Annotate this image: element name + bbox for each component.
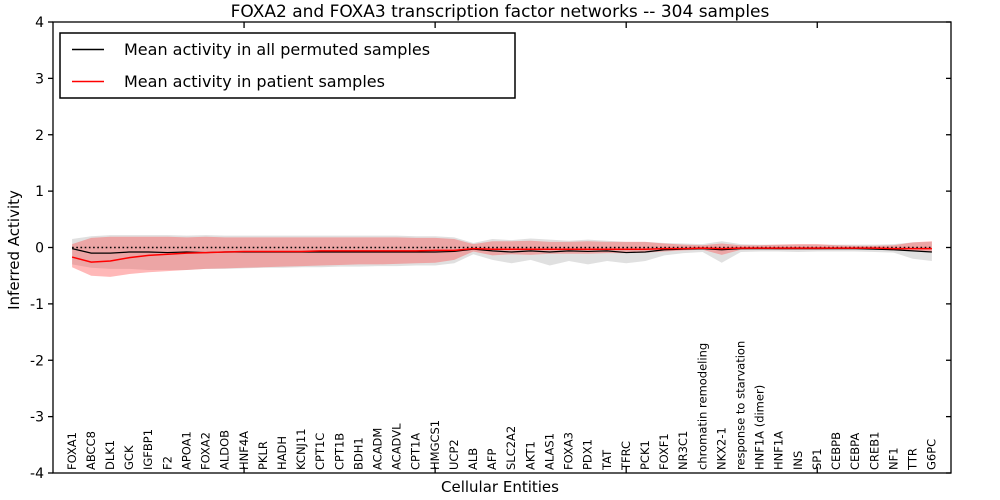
- patient-mean-line: [71, 247, 932, 263]
- category-label: G6PC: [925, 439, 939, 470]
- category-label: CREB1: [867, 432, 881, 471]
- category-label: IGFBP1: [141, 429, 155, 470]
- permuted-samples-band: [72, 235, 932, 271]
- y-tick-label: 1: [35, 184, 44, 200]
- category-label: BDH1: [351, 437, 365, 470]
- y-tick-label: 0: [35, 241, 44, 257]
- legend-label: Mean activity in all permuted samples: [124, 40, 430, 59]
- y-tick-label: -1: [30, 297, 44, 313]
- category-label: FOXF1: [657, 433, 671, 470]
- category-label: ABCC8: [84, 431, 98, 470]
- category-label: TAT: [600, 449, 614, 471]
- category-label: NF1: [886, 447, 900, 470]
- category-label: CEBPA: [848, 433, 862, 470]
- category-label: TFRC: [619, 441, 633, 471]
- category-label: SP1: [810, 448, 824, 470]
- category-label: HNF1A: [772, 431, 786, 470]
- category-label: CEBPB: [829, 432, 843, 470]
- y-tick-label: -4: [30, 466, 44, 482]
- category-label: FOXA2: [199, 432, 213, 470]
- category-label: CPT1B: [332, 433, 346, 470]
- y-tick-label: 3: [35, 71, 44, 87]
- legend-label: Mean activity in patient samples: [124, 72, 385, 91]
- category-label: ALAS1: [542, 433, 556, 470]
- category-label: FOXA3: [562, 432, 576, 470]
- category-label: PDX1: [581, 439, 595, 470]
- chart-title: FOXA2 and FOXA3 transcription factor net…: [230, 2, 770, 22]
- category-label: HADH: [275, 436, 289, 470]
- category-label: FOXA1: [65, 432, 79, 470]
- y-tick-label: -3: [30, 410, 44, 426]
- category-label: chromatin remodeling: [695, 343, 709, 470]
- category-label: DLK1: [103, 440, 117, 470]
- category-label: AFP: [485, 449, 499, 470]
- category-label: HNF4A: [237, 431, 251, 470]
- y-tick-label: -2: [30, 353, 44, 369]
- category-label: NKX2-1: [714, 427, 728, 470]
- category-label: CPT1C: [313, 433, 327, 470]
- category-label: NR3C1: [676, 431, 690, 470]
- patient-samples-band: [72, 236, 932, 277]
- category-label: ACADM: [370, 428, 384, 470]
- y-tick-label: 2: [35, 128, 44, 144]
- category-label: ACADVL: [390, 423, 404, 470]
- legend-box: [59, 32, 516, 99]
- category-label: GCK: [122, 445, 136, 470]
- category-label: ALB: [466, 448, 480, 470]
- category-label: APOA1: [179, 431, 193, 470]
- category-label: response to starvation: [734, 341, 748, 470]
- category-label: TTR: [905, 448, 919, 471]
- category-label: PCK1: [638, 440, 652, 470]
- category-label: HMGCS1: [428, 420, 442, 470]
- category-label: KCNJ11: [294, 428, 308, 470]
- category-label: F2: [160, 456, 174, 470]
- category-label: UCP2: [447, 439, 461, 470]
- category-label: CPT1A: [409, 433, 423, 470]
- x-axis-label: Cellular Entities: [441, 478, 559, 496]
- y-tick-label: 4: [35, 15, 44, 31]
- category-label: ALDOB: [218, 430, 232, 470]
- category-label: PKLR: [256, 441, 270, 470]
- category-label: INS: [791, 451, 805, 470]
- category-label: HNF1A (dimer): [753, 385, 767, 470]
- y-axis-label: Inferred Activity: [5, 190, 23, 310]
- category-label: AKT1: [523, 441, 537, 470]
- category-label: SLC2A2: [504, 426, 518, 470]
